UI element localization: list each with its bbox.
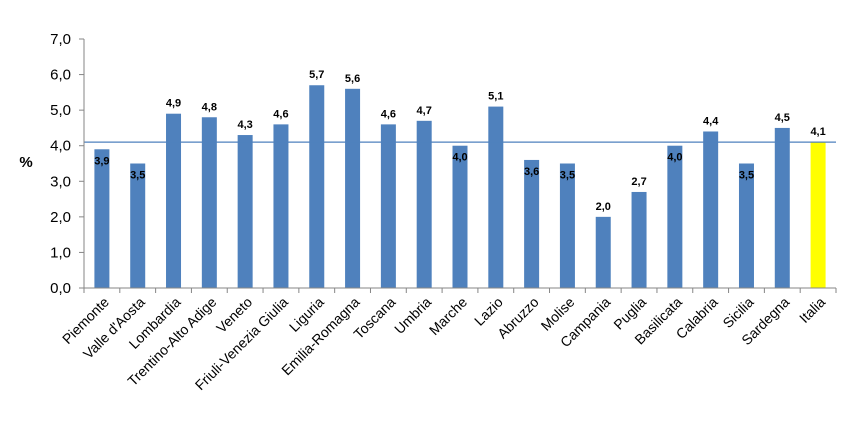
bar-veneto [237,135,253,288]
bar-piemonte [94,149,110,288]
bar-basilicata [667,145,683,288]
data-label: 4,0 [452,152,467,164]
y-tick-label: 7,0 [50,31,71,48]
bar-toscana [380,124,396,288]
data-label: 5,1 [488,91,503,103]
y-tick-label: 2,0 [50,209,71,226]
data-label: 4,6 [273,108,288,120]
bars [94,85,826,288]
bar-lombardia [166,113,182,288]
axes [83,39,837,293]
bar-calabria [703,131,719,288]
bar-italia [810,142,826,288]
data-label: 3,5 [739,170,754,182]
y-axis-label: % [19,154,32,171]
data-label: 4,8 [202,101,217,113]
y-tick-label: 1,0 [50,244,71,261]
bar-emilia-romagna [345,88,361,288]
data-label: 3,9 [94,155,109,167]
x-tick-label: Umbria [391,294,434,337]
x-tick-label: Italia [796,294,828,326]
bar-abruzzo [524,159,540,288]
bar-liguria [309,85,325,288]
data-labels: 3,9 3,5 4,9 4,8 4,3 4,6 5,7 5,6 4,6 4,7 4,0 5,1 3,6 3… [94,69,825,213]
bar-marche [452,145,468,288]
data-label: 3,5 [560,170,575,182]
bar-friuli-venezia-giulia [273,124,289,288]
data-label: 5,7 [309,69,324,81]
data-label: 4,5 [775,112,790,124]
y-tick-label: 6,0 [50,67,71,84]
y-tick-label: 4,0 [50,138,71,155]
bar-valle-d-aosta [130,163,146,288]
data-label: 4,1 [810,126,825,138]
bar-lazio [488,106,504,288]
data-label: 2,7 [631,176,646,188]
y-tick-label: 0,0 [50,280,71,297]
data-label: 5,6 [345,73,360,85]
y-axis: 0,0 1,0 2,0 3,0 4,0 5,0 6,0 7,0 [50,31,84,297]
data-label: 3,6 [524,166,539,178]
bar-sicilia [738,163,754,288]
data-label: 4,7 [417,105,432,117]
data-label: 4,4 [703,115,719,127]
data-label: 4,3 [237,119,252,131]
data-label: 4,9 [166,98,181,110]
bar-puglia [631,191,647,288]
bar-umbria [416,120,432,288]
data-label: 4,6 [381,108,396,120]
data-label: 3,5 [130,170,145,182]
bar-campania [595,216,611,288]
x-tick-label: Marche [426,294,470,338]
data-label: 2,0 [596,201,611,213]
y-tick-label: 5,0 [50,102,71,119]
y-tick-label: 3,0 [50,173,71,190]
data-label: 4,0 [667,152,682,164]
bar-sardegna [774,127,790,288]
bar-trentino-alto-adige [201,117,217,288]
bar-molise [559,163,575,288]
